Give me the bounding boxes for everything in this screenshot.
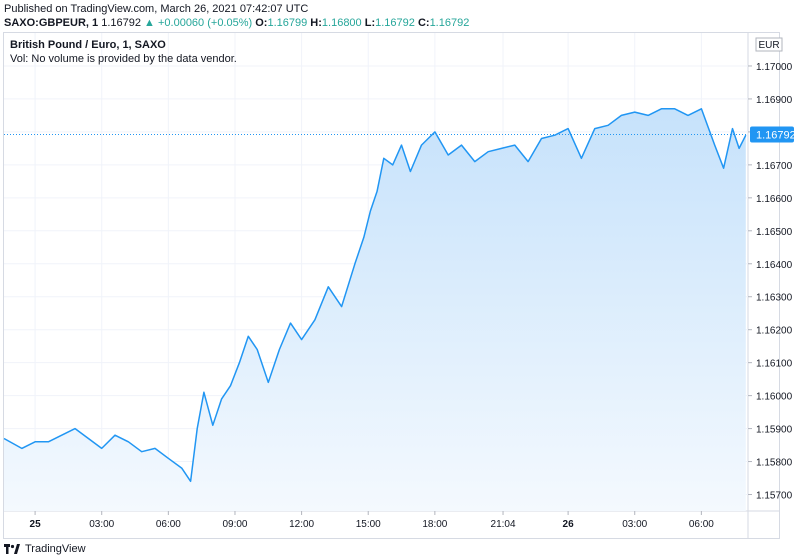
low-value: 1.16792 <box>375 17 415 29</box>
y-tick-label: 1.15900 <box>756 425 793 436</box>
last-price-tag <box>750 126 794 143</box>
y-tick-label: 1.17000 <box>756 62 793 73</box>
low-label: L: <box>364 17 376 29</box>
x-tick-label: 06:00 <box>156 519 181 530</box>
y-tick-label: 1.16700 <box>756 161 793 172</box>
y-tick-label: 1.16200 <box>756 326 793 337</box>
x-tick-label: 09:00 <box>222 519 247 530</box>
y-tick-label: 1.16600 <box>756 194 793 205</box>
x-tick-label: 12:00 <box>289 519 314 530</box>
x-tick-label: 18:00 <box>422 519 447 530</box>
price-chart[interactable]: 1.15700 1.15800 1.15900 1.16000 1.16100 1.162… <box>0 0 800 540</box>
y-tick-label: 1.15700 <box>756 491 793 502</box>
x-tick-label: 25 <box>30 519 42 530</box>
y-tick-label: 1.16100 <box>756 359 793 370</box>
close-label: C: <box>417 17 430 29</box>
currency-badge <box>755 37 783 52</box>
open-label: O: <box>255 17 268 29</box>
price-area-fill <box>4 108 746 512</box>
last-price-tag-text: 1.16792 <box>756 130 796 142</box>
x-tick-label: 26 <box>563 519 575 530</box>
chart-frame[interactable] <box>3 32 780 539</box>
y-tick-label: 1.16000 <box>756 392 793 403</box>
up-arrow-icon: ▲ <box>144 17 155 29</box>
high-value: 1.16800 <box>321 17 362 29</box>
symbol-quote-line: SAXO:GBPEUR, 1 1.16792 ▲ +0.00060 (+0.05… <box>4 17 469 29</box>
close-value: 1.16792 <box>429 17 470 29</box>
x-tick-label: 06:00 <box>689 519 714 530</box>
currency-label: EUR <box>758 40 779 51</box>
high-label: H: <box>310 17 322 29</box>
price-line <box>3 108 747 483</box>
x-tick-label: 03:00 <box>89 519 114 530</box>
x-tick-label: 03:00 <box>622 519 647 530</box>
x-axis[interactable]: 25 03:00 06:00 09:00 12:00 15:00 18:00 21:04 26 0… <box>30 511 715 530</box>
last-price: 1.16792 <box>101 17 141 29</box>
y-tick-label: 1.16400 <box>756 260 793 271</box>
open-value: 1.16799 <box>267 17 308 29</box>
footer-brand[interactable]: TradingView <box>4 540 86 558</box>
x-tick-label: 21:04 <box>491 519 516 530</box>
published-note: Published on TradingView.com, March 26, … <box>4 3 309 15</box>
y-tick-label: 1.15800 <box>756 458 793 469</box>
y-tick-label: 1.16300 <box>756 293 793 304</box>
y-tick-label: 1.16500 <box>756 227 793 238</box>
legend-volume-note: Vol: No volume is provided by the data v… <box>10 53 237 65</box>
tradingview-logo-icon <box>4 544 20 554</box>
x-tick-label: 15:00 <box>356 519 381 530</box>
y-tick-label: 1.16900 <box>756 95 793 106</box>
legend-title: British Pound / Euro, 1, SAXO <box>10 39 166 51</box>
price-change: +0.00060 (+0.05%) <box>157 17 253 29</box>
symbol-label: SAXO:GBPEUR, 1 <box>4 17 99 29</box>
y-axis[interactable]: 1.15700 1.15800 1.15900 1.16000 1.16100 1.162… <box>748 62 793 502</box>
brand-name: TradingView <box>25 543 86 555</box>
